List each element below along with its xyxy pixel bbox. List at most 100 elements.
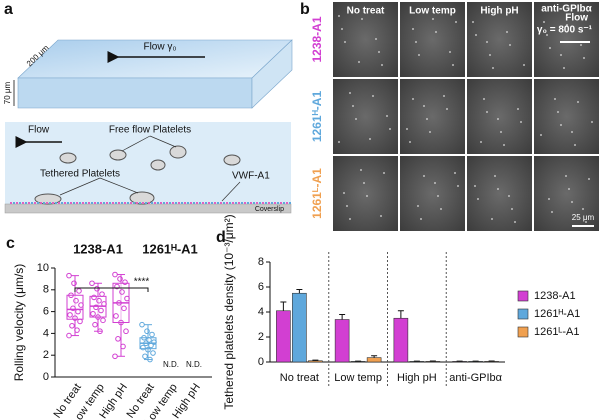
y-tick-label: 6 — [43, 306, 49, 318]
group-label: 1238-A1 — [73, 241, 123, 256]
platelet-dot — [434, 182, 436, 184]
platelet-dot — [454, 172, 456, 174]
data-point — [101, 301, 107, 307]
platelet-dot — [582, 208, 584, 210]
data-point — [115, 336, 121, 342]
platelet-dot — [580, 44, 582, 46]
data-point — [120, 343, 126, 350]
platelet-dot — [349, 218, 351, 220]
data-point — [70, 305, 76, 312]
data-point — [146, 337, 152, 343]
platelet-dot — [577, 101, 579, 103]
data-point — [118, 319, 124, 326]
platelet-dot — [483, 98, 485, 100]
platelet-dot — [452, 64, 454, 66]
data-point — [73, 297, 79, 304]
platelet-dot — [378, 51, 380, 53]
platelet-dot — [514, 221, 516, 223]
micrograph — [333, 2, 398, 77]
y-tick-label: 2 — [43, 349, 49, 361]
data-point — [92, 321, 98, 328]
x-tick-label: anti-GPIbα — [449, 372, 502, 384]
flow-label: Flow — [28, 125, 50, 136]
data-point — [66, 272, 72, 279]
data-point — [94, 285, 100, 292]
error-bar — [339, 314, 346, 320]
platelet-dot — [358, 61, 360, 63]
data-point — [68, 292, 74, 299]
platelet-dot — [443, 95, 445, 97]
platelet-dot — [349, 92, 351, 94]
platelet-dot — [406, 128, 408, 130]
platelet-dot — [565, 175, 567, 177]
platelet-dot — [412, 28, 414, 30]
platelet-dot — [412, 98, 414, 100]
platelet-dot — [372, 95, 374, 97]
micrograph — [467, 156, 532, 231]
vwf-label: VWF-A1 — [232, 171, 270, 182]
platelet-dot — [423, 175, 425, 177]
coverslip-label: Coverslip — [255, 206, 284, 213]
platelet-dot — [338, 141, 340, 143]
y-tick-label: 6 — [258, 281, 264, 293]
micrograph — [467, 79, 532, 154]
platelet-dot — [560, 124, 562, 126]
data-point — [148, 342, 154, 349]
data-point — [93, 304, 99, 311]
platelet-dot — [366, 195, 368, 197]
platelet-dot — [486, 111, 488, 113]
data-point — [99, 291, 105, 297]
data-point — [116, 300, 122, 306]
scale-bar-label: 25 μm — [572, 213, 595, 222]
data-point — [122, 279, 128, 285]
data-point — [71, 280, 77, 287]
column-header: High pH — [480, 6, 518, 17]
platelet-dot — [361, 18, 363, 20]
platelet-dot — [583, 57, 585, 59]
data-point — [147, 356, 153, 363]
platelet-dot — [571, 201, 573, 203]
platelet-dot — [457, 185, 459, 187]
platelet-dot — [506, 31, 508, 33]
not-detected: N.D. — [163, 360, 179, 369]
data-point — [98, 307, 104, 314]
panel-label: b — [300, 1, 310, 18]
platelet-dot — [341, 28, 343, 30]
platelet-dot — [486, 41, 488, 43]
platelet-dot — [346, 205, 348, 207]
row-label: 1261ᴴ-A1 — [310, 91, 324, 143]
not-detected: N.D. — [186, 360, 202, 369]
micrograph — [534, 156, 599, 231]
flow-note: Flow — [565, 13, 588, 24]
platelet-dot — [560, 54, 562, 56]
legend-label: 1261ᴴ-A1 — [534, 308, 580, 320]
platelet-dot — [338, 15, 340, 17]
row-label: 1238-A1 — [310, 16, 324, 62]
data-point — [144, 328, 150, 335]
significance-bracket — [74, 287, 149, 292]
bar — [292, 292, 307, 363]
platelet-dot — [489, 54, 491, 56]
micrograph — [333, 79, 398, 154]
y-tick-label: 8 — [258, 256, 264, 268]
data-point — [149, 331, 155, 338]
platelet-dot — [446, 108, 448, 110]
data-point — [150, 350, 156, 356]
platelet-dot — [440, 208, 442, 210]
platelet-dot — [574, 144, 576, 146]
tethered-platelets-label: Tethered Platelets — [40, 169, 120, 180]
platelet-dot — [474, 185, 476, 187]
platelet-dot — [344, 41, 346, 43]
panel-label: d — [216, 229, 226, 246]
legend-swatch — [517, 308, 529, 320]
column-header: No treat — [347, 6, 385, 17]
platelet-dot — [381, 64, 383, 66]
y-tick-label: 0 — [43, 371, 49, 383]
error-bar — [371, 355, 378, 358]
legend-label: 1238-A1 — [534, 290, 576, 302]
platelet-dot — [557, 111, 559, 113]
data-point — [74, 327, 80, 333]
platelet-dot — [369, 138, 371, 140]
data-point — [117, 276, 123, 282]
legend-label: 1261ᴸ-A1 — [534, 326, 579, 338]
